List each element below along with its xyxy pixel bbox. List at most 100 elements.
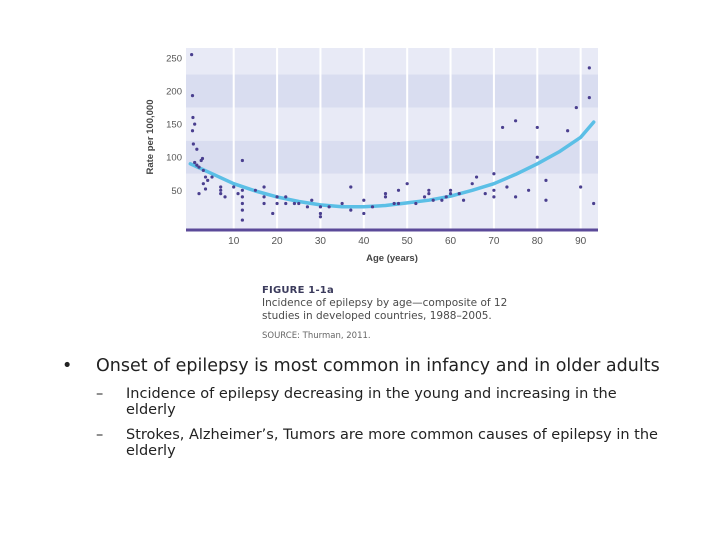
bullet-list: • Onset of epilepsy is most common in in… (62, 357, 662, 460)
data-point (505, 185, 509, 189)
data-point (514, 195, 518, 199)
data-point (492, 195, 496, 199)
data-point (349, 208, 353, 212)
data-point (190, 94, 195, 98)
data-point (587, 96, 591, 100)
data-point (396, 188, 401, 192)
data-point (340, 201, 344, 206)
data-point (349, 185, 353, 189)
x-tick-label: 20 (272, 236, 284, 247)
data-point (544, 198, 548, 202)
data-point (195, 163, 199, 167)
figure-label: FIGURE 1-1a (262, 285, 334, 296)
data-point (327, 205, 331, 209)
data-point (240, 208, 244, 212)
data-point (223, 195, 227, 199)
data-point (587, 66, 591, 70)
data-point (197, 192, 201, 196)
x-tick-label: 70 (488, 236, 500, 247)
data-point (470, 182, 474, 186)
plot-band (186, 74, 598, 108)
data-point (392, 201, 396, 206)
data-points (190, 53, 596, 222)
data-point (492, 188, 496, 192)
data-point (414, 201, 418, 206)
data-point (297, 201, 301, 206)
sub-bullet-text: Strokes, Alzheimer’s, Tumors are more co… (126, 427, 658, 459)
data-point (405, 182, 409, 186)
data-point (461, 198, 466, 202)
data-point (219, 192, 223, 196)
y-tick-labels: 50 100 150 200 250 (166, 53, 182, 196)
x-tick-label: 90 (575, 236, 587, 247)
data-point (535, 155, 539, 159)
x-axis-label: Age (years) (366, 253, 418, 264)
y-tick-label: 200 (166, 87, 182, 98)
data-point (579, 185, 583, 189)
trend-line-layer (188, 120, 596, 209)
y-tick-label: 50 (171, 186, 182, 197)
data-point (427, 188, 431, 192)
data-point (240, 201, 244, 206)
plot-band (186, 173, 598, 230)
figure-description: Incidence of epilepsy by age—composite o… (262, 297, 508, 322)
data-point (210, 175, 214, 179)
data-point (318, 205, 323, 209)
data-point (592, 201, 596, 206)
data-point (271, 211, 275, 216)
data-point (200, 156, 205, 161)
dash-marker: – (96, 427, 104, 443)
data-point (318, 211, 323, 216)
data-point (232, 185, 236, 189)
figure-source: SOURCE: Thurman, 2011. (262, 331, 371, 341)
data-point (190, 53, 194, 57)
data-point (203, 175, 208, 179)
data-point (527, 188, 531, 192)
x-tick-label: 50 (402, 236, 414, 247)
data-point (310, 198, 314, 202)
data-point (318, 215, 323, 219)
data-point (197, 165, 201, 169)
x-tick-label: 40 (358, 236, 370, 247)
data-point (370, 205, 375, 209)
data-point (362, 211, 366, 216)
trend-line (188, 120, 596, 209)
data-point (193, 122, 197, 126)
data-point (219, 188, 223, 192)
incidence-chart: 10 20 30 40 50 60 70 80 90 50 100 150 200 250 Rate p… (145, 48, 598, 264)
data-point (448, 192, 453, 196)
x-tick-label: 30 (315, 236, 327, 247)
plot-background (186, 48, 598, 230)
plot-band (186, 107, 598, 141)
data-point (574, 105, 578, 110)
data-point (383, 195, 388, 199)
y-tick-label: 250 (166, 53, 182, 64)
data-point (240, 188, 244, 192)
data-point (457, 192, 461, 196)
data-point (240, 218, 244, 222)
x-tick-label: 10 (228, 236, 240, 247)
data-point (305, 205, 310, 209)
data-point (514, 119, 518, 123)
x-tick-label: 80 (532, 236, 544, 247)
data-point (201, 182, 205, 186)
data-point (203, 187, 208, 191)
data-point (535, 125, 539, 130)
x-tick-labels: 10 20 30 40 50 60 70 80 90 (228, 236, 587, 247)
data-point (262, 195, 266, 199)
data-point (444, 195, 448, 199)
data-point (262, 201, 266, 206)
y-axis-label: Rate per 100,000 (145, 100, 156, 175)
y-tick-label: 100 (166, 153, 182, 164)
data-point (500, 125, 505, 130)
data-point (253, 188, 257, 192)
data-point (262, 185, 266, 189)
data-point (431, 198, 435, 202)
x-tick-label: 60 (445, 236, 457, 247)
data-point (190, 129, 195, 133)
data-point (566, 129, 570, 133)
data-point (544, 178, 548, 182)
y-tick-label: 150 (166, 120, 182, 131)
data-point (284, 201, 288, 206)
data-point (483, 192, 487, 196)
